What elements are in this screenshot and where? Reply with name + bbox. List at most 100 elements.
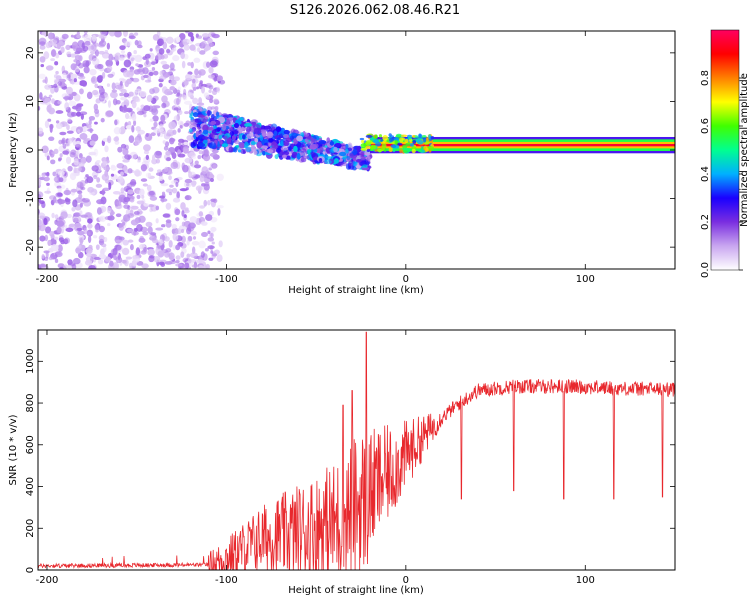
spectrogram-cell <box>136 110 145 116</box>
spectrogram-cell <box>114 119 118 126</box>
spectrogram-cell <box>210 106 216 110</box>
spectrogram-cell <box>155 154 162 159</box>
spectrogram-cell <box>44 234 49 242</box>
spectrogram-cell <box>130 205 139 210</box>
spectrogram-cell <box>352 157 357 162</box>
spectrogram-cell <box>221 143 229 148</box>
spectrogram-cell <box>122 147 129 156</box>
snr-y-tick-label: 600 <box>25 435 36 454</box>
spectrogram-cell <box>44 190 52 194</box>
spectrogram-cell <box>83 227 88 235</box>
spectrogram-cell <box>132 255 141 263</box>
spectrogram-cell <box>76 31 80 36</box>
spectrogram-cell <box>54 181 61 188</box>
spectrogram-cell <box>407 136 412 140</box>
spectrogram-cell <box>38 178 42 186</box>
spectrogram-cell <box>284 141 288 146</box>
spectrogram-cell <box>62 264 69 269</box>
spectrogram-cell <box>77 166 82 172</box>
spectrogram-cell <box>86 91 93 100</box>
spectrogram-cell <box>173 76 180 82</box>
spectrogram-cell <box>266 131 274 139</box>
spectrogram-cell <box>51 98 55 104</box>
spectrogram-cell <box>346 155 351 161</box>
spectrogram-cell <box>151 108 159 116</box>
spectrogram-cell <box>205 61 211 68</box>
spectrogram-cell <box>66 74 71 79</box>
spectrogram-cell <box>131 100 137 109</box>
spectrogram-cell <box>44 84 52 90</box>
spectrogram-cell <box>191 155 196 160</box>
spectrogram-cell <box>161 191 166 195</box>
spectrogram-cell <box>200 251 205 258</box>
spectrogram-cell <box>106 42 110 50</box>
spectrogram-cell <box>333 158 339 164</box>
spectrogram-cell <box>238 142 246 149</box>
spectrogram-cell <box>191 82 197 89</box>
spectrogram-cell <box>311 151 316 158</box>
snr-y-tick-label: 400 <box>25 477 36 496</box>
spectrogram-cell <box>200 40 207 47</box>
spectrogram-cell <box>118 56 125 61</box>
spectrogram-cell <box>204 181 210 187</box>
spectrogram-cell <box>109 91 118 99</box>
spectrogram-cell <box>143 150 150 155</box>
spectrogram-cell <box>107 222 111 227</box>
spectrogram-cell <box>233 123 240 129</box>
spectrogram-cell <box>71 41 79 50</box>
spectrogram-cell <box>211 33 220 39</box>
spectrogram-cell <box>107 73 114 78</box>
spectrogram-cell <box>115 99 121 105</box>
spectrogram-cell <box>428 134 432 139</box>
spectrogram-cell <box>164 166 169 173</box>
spectrogram-cell <box>108 53 114 62</box>
spectrogram-cell <box>143 113 147 118</box>
spectrogram-cell <box>157 250 165 258</box>
spectrogram-cell <box>133 120 137 126</box>
spectrogram-cell <box>315 148 321 154</box>
spectrogram-cell <box>192 236 197 240</box>
spectrogram-cell <box>102 245 107 253</box>
spectrogram-cell <box>158 175 164 182</box>
spectrogram-cell <box>180 251 185 258</box>
colorbar-ticks: 0.0 0.2 0.4 0.6 0.8 <box>700 70 743 278</box>
spectrogram-cell <box>49 231 55 237</box>
snr-x-tick-label: -200 <box>36 575 59 586</box>
spectrogram-cell <box>187 62 192 66</box>
spectrogram-cell <box>262 150 266 156</box>
spectrogram-cell <box>55 122 63 130</box>
spectrogram-cell <box>120 96 127 101</box>
spectrogram-cell <box>112 262 120 269</box>
spectrogram-cell <box>393 136 399 142</box>
spectrogram-cell <box>425 137 430 143</box>
spectrogram-cell <box>418 134 423 138</box>
spectrogram-cell <box>85 155 92 163</box>
spectrogram-cell <box>123 168 129 174</box>
spectrogram-cell <box>197 155 202 160</box>
spectrogram-cell <box>124 154 132 160</box>
spectrogram-cell <box>38 73 46 80</box>
spectrogram-cell <box>123 204 130 209</box>
spectrogram-cell <box>378 134 383 138</box>
spectrogram-cell <box>296 152 301 160</box>
spectrogram-cell <box>125 125 133 130</box>
spectrogram-cell <box>83 66 90 74</box>
spectrogram-cell <box>187 31 194 37</box>
spectrogram-cell <box>318 157 323 163</box>
spectrogram-cell <box>136 107 140 111</box>
spectrogram-cell <box>218 134 223 140</box>
spectrogram-cell <box>324 159 332 165</box>
spectrogram-cell <box>250 140 256 146</box>
spectrogram-cell <box>70 79 75 85</box>
spectrogram-cell <box>216 254 223 262</box>
spectrogram-cell <box>51 212 55 219</box>
spectrogram-cell <box>79 88 84 95</box>
spectrogram-cell <box>189 216 198 223</box>
spectrogram-cell <box>204 247 209 252</box>
spectrogram-cell <box>361 164 368 169</box>
spectrogram-cell <box>253 150 258 156</box>
spectrogram-cell <box>50 244 59 252</box>
snr-x-tick-label: 0 <box>403 575 409 586</box>
spectrogram-cell <box>57 170 65 177</box>
